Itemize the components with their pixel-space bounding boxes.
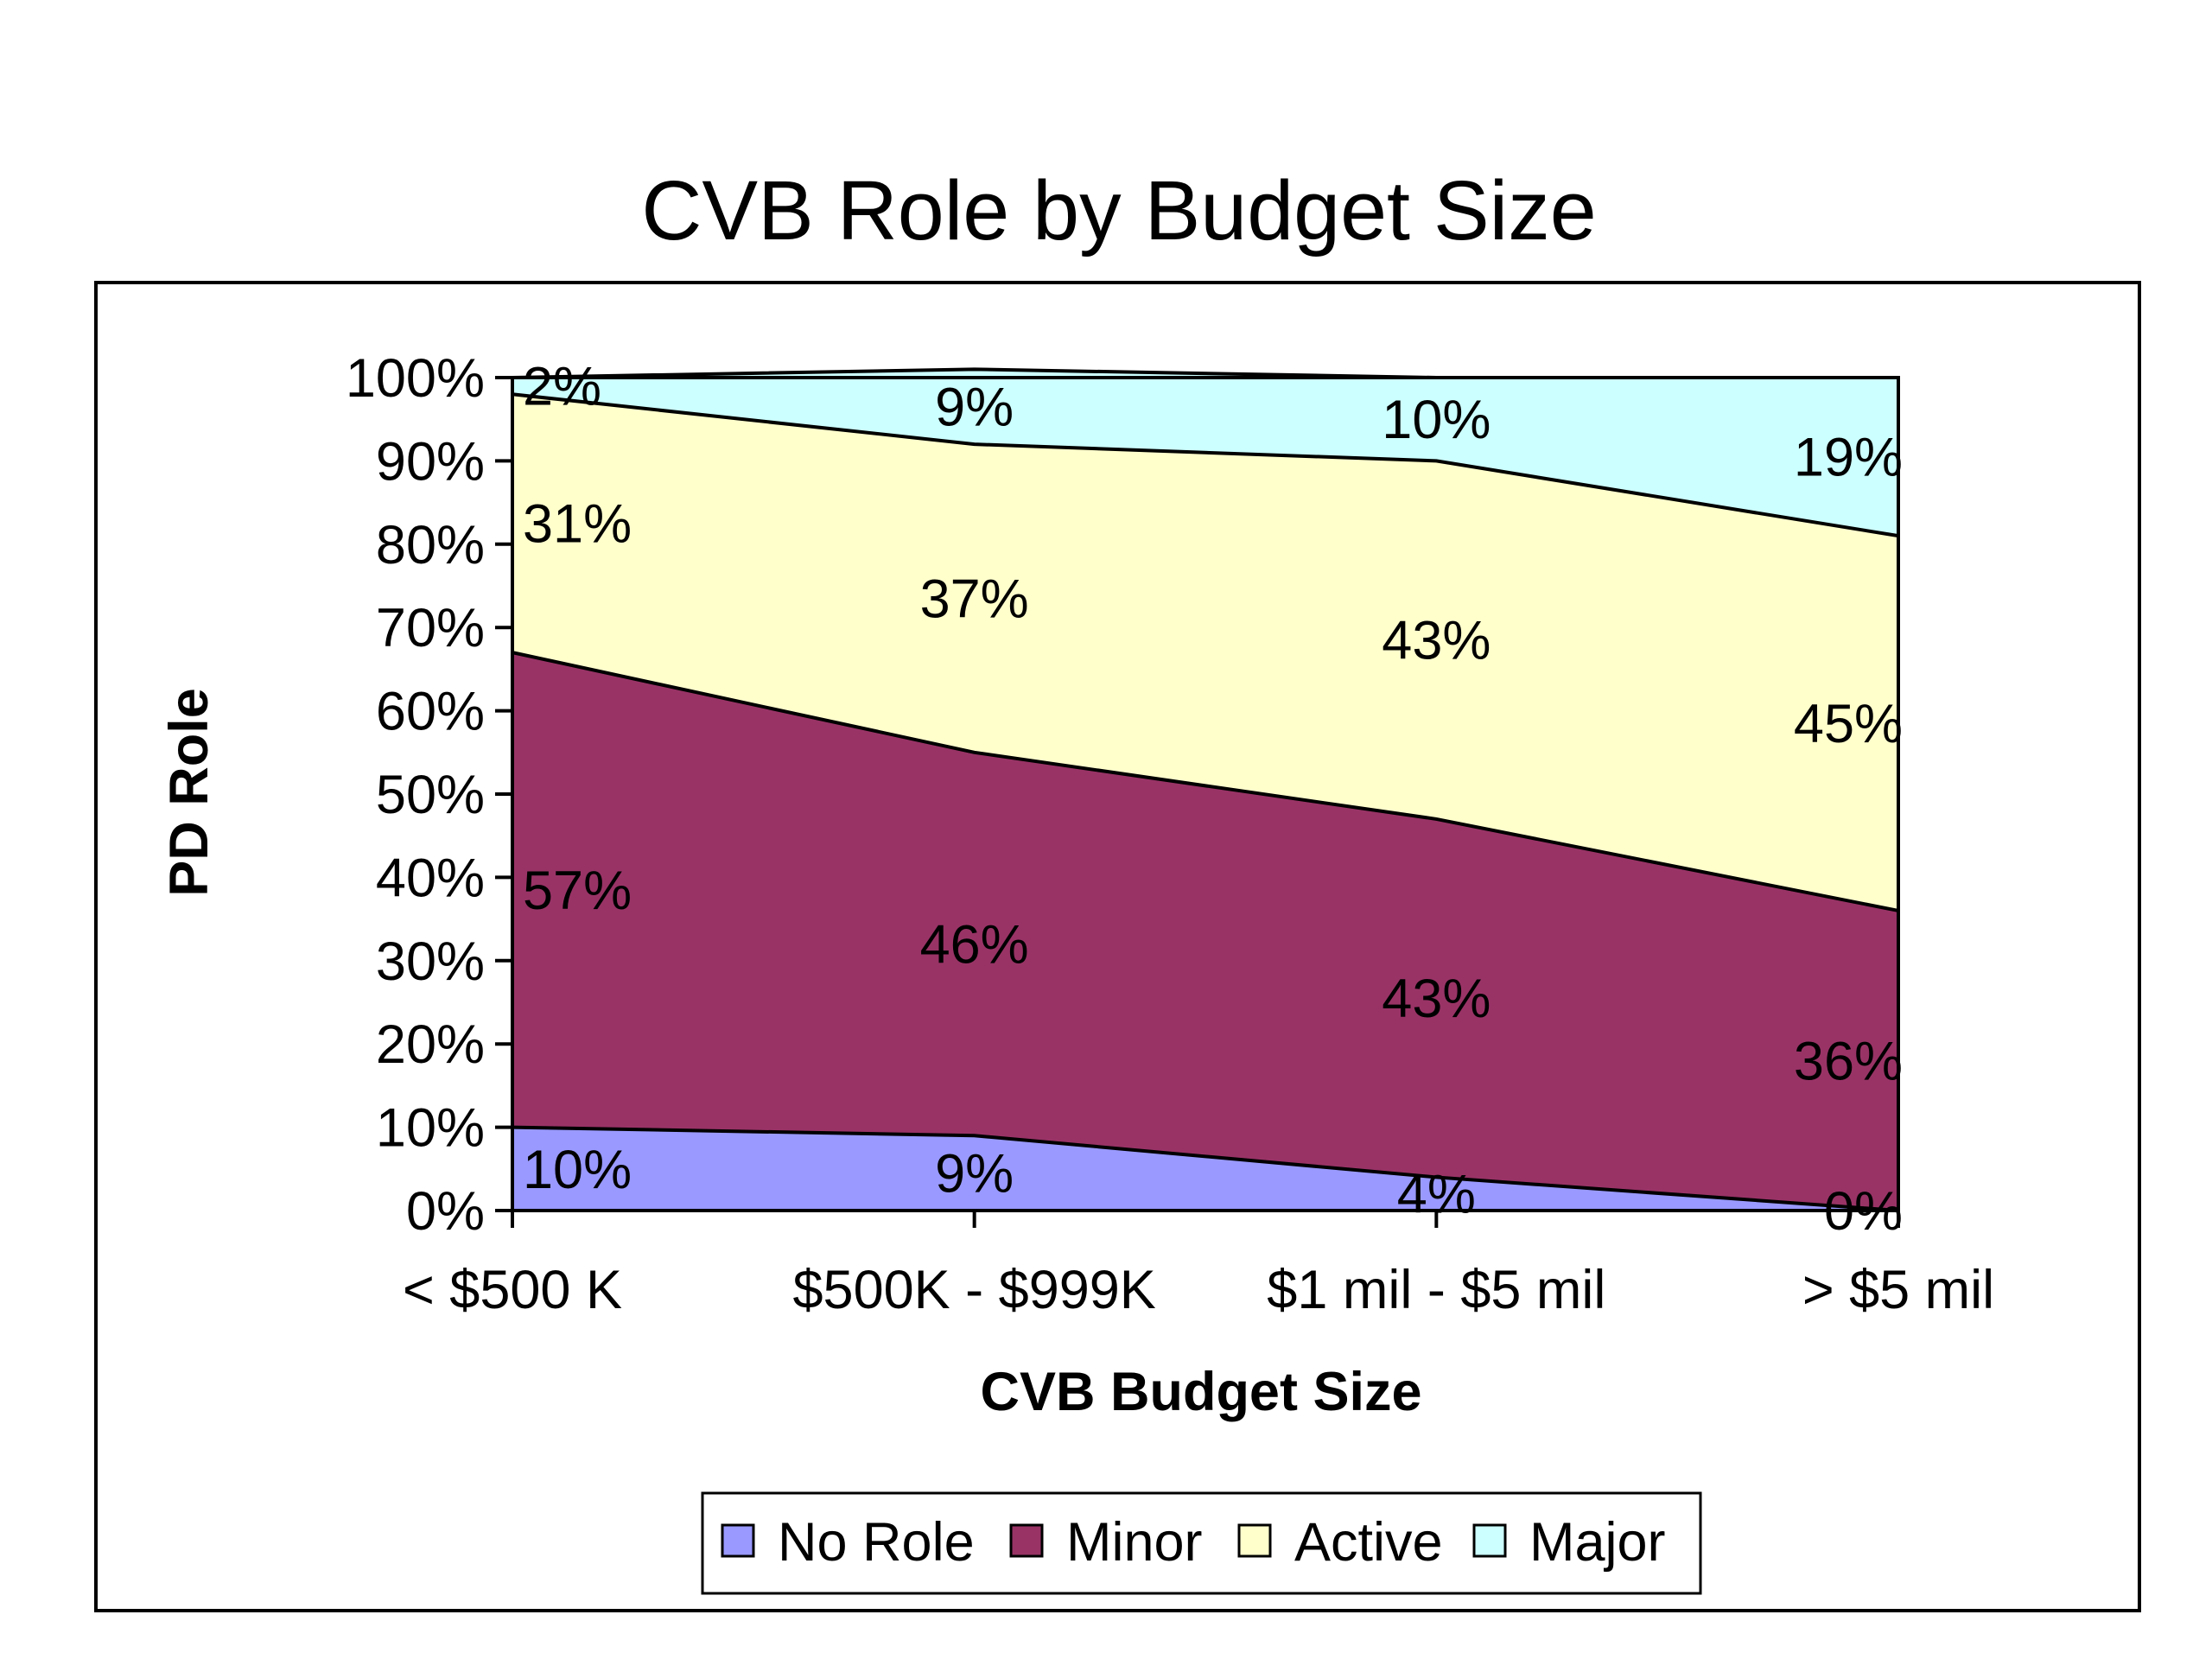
legend-swatch-no-role (721, 1523, 755, 1558)
y-tick-label: 60% (376, 682, 485, 742)
y-axis-title: PD Role (159, 688, 219, 897)
y-tick-label: 50% (376, 765, 485, 825)
data-label-active: 43% (1382, 611, 1491, 671)
legend-swatch-major (1472, 1523, 1507, 1558)
y-tick-label: 70% (376, 598, 485, 658)
y-tick-label: 30% (376, 931, 485, 992)
y-tick-label: 80% (376, 515, 485, 575)
y-tick-label: 100% (346, 348, 485, 409)
chart-title: CVB Role by Budget Size (641, 163, 1596, 257)
data-label-major: 19% (1794, 428, 1903, 488)
data-label-no-role: 9% (935, 1144, 1014, 1205)
x-tick-label: $1 mil - $5 mil (1267, 1260, 1605, 1320)
data-label-minor: 46% (920, 915, 1029, 976)
x-tick-label: < $500 K (403, 1260, 622, 1320)
data-label-no-role: 4% (1397, 1165, 1476, 1225)
area-minor (512, 652, 1898, 1211)
data-label-minor: 57% (523, 861, 632, 921)
legend-items: No Role Minor Active Major (721, 1512, 1666, 1573)
data-label-no-role: 10% (523, 1140, 632, 1200)
boundary-line-minor (512, 651, 1899, 912)
data-label-no-role: 0% (1824, 1181, 1903, 1242)
data-label-major: 10% (1382, 390, 1491, 450)
legend-label-no-role: No Role (778, 1512, 975, 1573)
area-no-role (512, 1127, 1898, 1211)
area-active (512, 394, 1898, 911)
legend-box (701, 1491, 1702, 1595)
legend-label-major: Major (1529, 1512, 1666, 1573)
y-tick-label: 10% (376, 1098, 485, 1159)
legend-label-active: Active (1294, 1512, 1443, 1573)
x-tick-label: > $5 mil (1802, 1260, 1994, 1320)
data-label-active: 37% (920, 569, 1029, 629)
axes-group: 0% 10% 20% 30% 40% 50% 60% 70% 80% 90% 100% < $500 … (346, 348, 1994, 1320)
data-label-active: 31% (523, 494, 632, 555)
data-labels-group: 10% 9% 4% 0% 57% 46% 43% 36% 31% 37% 43% 45% 2% 9% 10%… (523, 357, 1903, 1242)
legend-swatch-minor (1009, 1523, 1044, 1558)
y-tick-label: 40% (376, 848, 485, 908)
y-tick-label: 20% (376, 1014, 485, 1075)
x-tick-label: $500K - $999K (793, 1260, 1156, 1320)
legend-label-minor: Minor (1066, 1512, 1203, 1573)
legend-swatch-active (1237, 1523, 1272, 1558)
legend: No Role Minor Active Major (701, 1491, 1702, 1595)
y-tick-label: 90% (376, 431, 485, 492)
y-tick-label: 0% (406, 1181, 485, 1242)
data-label-major: 2% (523, 357, 601, 417)
x-axis-title: CVB Budget Size (980, 1362, 1421, 1422)
boundary-line-active (512, 392, 1899, 538)
boundary-line-no-role (512, 1125, 1899, 1212)
data-label-major: 9% (935, 378, 1014, 438)
area-series-group (511, 367, 1900, 1212)
data-label-active: 45% (1794, 694, 1903, 754)
data-label-minor: 36% (1794, 1031, 1903, 1091)
data-label-minor: 43% (1382, 969, 1491, 1029)
